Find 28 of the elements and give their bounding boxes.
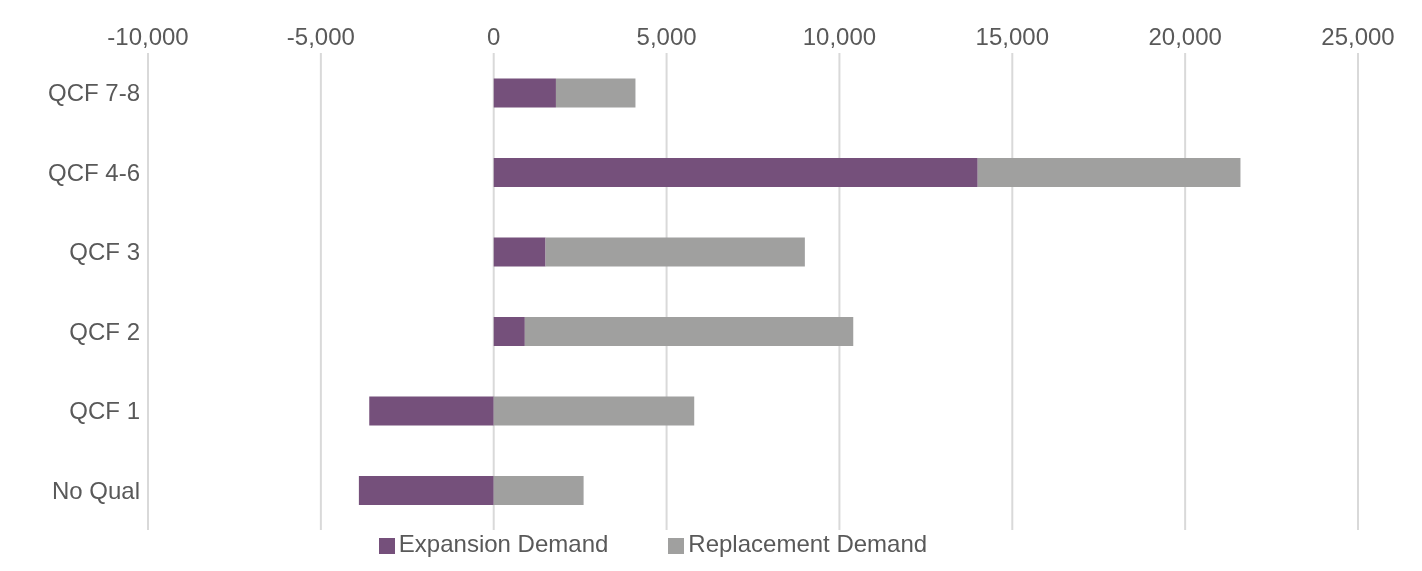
x-tick-label: 25,000 [1321,23,1395,50]
y-tick-label: QCF 1 [69,397,140,425]
bar [977,157,1241,187]
y-tick-label: QCF 7-8 [47,79,140,107]
bar [493,316,525,346]
bar [493,475,584,505]
x-tick-label: 15,000 [975,23,1049,50]
bar [493,157,978,187]
bar [369,396,494,426]
bar [524,316,854,346]
bar [545,237,805,267]
y-tick-label: No Qual [51,476,140,504]
y-tick-label: QCF 2 [69,317,140,345]
x-tick-label: 20,000 [1148,23,1222,50]
x-tick-label: -10,000 [107,23,189,50]
y-tick-label: QCF 4-6 [47,158,140,186]
x-tick-label: 0 [487,23,501,50]
x-tick-label: -5,000 [286,23,355,50]
bar [493,237,546,267]
bar [358,475,494,505]
bar [493,396,695,426]
legend-label: Expansion Demand [398,530,609,557]
y-tick-label: QCF 3 [69,238,140,266]
legend-label: Replacement Demand [688,530,928,557]
x-tick-label: 10,000 [802,23,877,50]
bar [555,78,636,108]
x-tick-label: 5,000 [636,23,697,50]
bar [493,78,556,108]
